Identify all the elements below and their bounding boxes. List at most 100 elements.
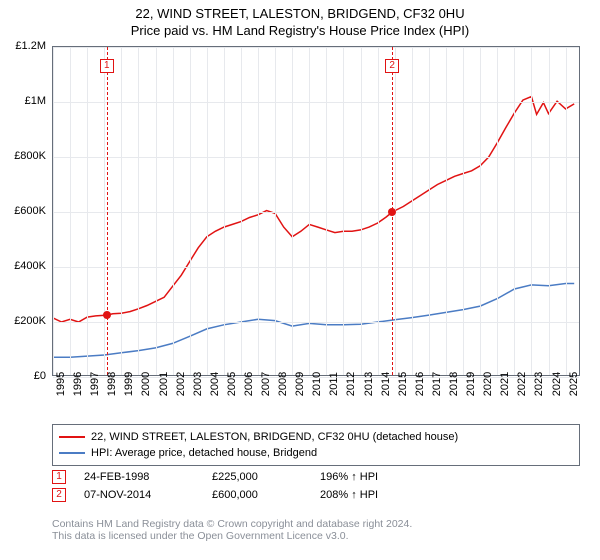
gridline-v — [463, 47, 464, 375]
x-axis-label: 2023 — [533, 372, 545, 396]
annotation-table: 1 24-FEB-1998 £225,000 196% ↑ HPI 2 07-NOV-20… — [52, 468, 378, 504]
gridline-v — [104, 47, 105, 375]
x-axis-label: 2017 — [431, 372, 443, 396]
gridline-v — [224, 47, 225, 375]
gridline-h — [53, 102, 579, 103]
annotation-marker-box: 1 — [52, 470, 66, 484]
marker-box: 2 — [385, 59, 399, 73]
x-axis-label: 2021 — [499, 372, 511, 396]
gridline-v — [138, 47, 139, 375]
gridline-v — [292, 47, 293, 375]
x-axis-label: 2003 — [192, 372, 204, 396]
x-axis-label: 2015 — [397, 372, 409, 396]
x-axis-label: 1998 — [106, 372, 118, 396]
legend-swatch-icon — [59, 452, 85, 454]
x-axis-label: 2024 — [551, 372, 563, 396]
gridline-h — [53, 212, 579, 213]
annotation-price: £600,000 — [212, 489, 302, 501]
legend-label: HPI: Average price, detached house, Brid… — [91, 447, 317, 459]
gridline-v — [514, 47, 515, 375]
y-axis-label: £800K — [0, 150, 46, 162]
annotation-date: 24-FEB-1998 — [84, 471, 194, 483]
x-axis-label: 2020 — [482, 372, 494, 396]
legend-label: 22, WIND STREET, LALESTON, BRIDGEND, CF3… — [91, 431, 458, 443]
x-axis-label: 2007 — [260, 372, 272, 396]
gridline-v — [190, 47, 191, 375]
series-line — [53, 97, 574, 323]
x-axis-label: 2012 — [345, 372, 357, 396]
x-axis-label: 2004 — [209, 372, 221, 396]
marker-line — [107, 47, 108, 375]
chart-title-line1: 22, WIND STREET, LALESTON, BRIDGEND, CF3… — [0, 0, 600, 21]
gridline-v — [497, 47, 498, 375]
annotation-price: £225,000 — [212, 471, 302, 483]
gridline-v — [549, 47, 550, 375]
x-axis-label: 2001 — [158, 372, 170, 396]
annotation-row: 1 24-FEB-1998 £225,000 196% ↑ HPI — [52, 468, 378, 486]
x-axis-label: 2022 — [516, 372, 528, 396]
legend-item: HPI: Average price, detached house, Brid… — [59, 445, 573, 461]
gridline-h — [53, 322, 579, 323]
gridline-v — [53, 47, 54, 375]
gridline-v — [429, 47, 430, 375]
x-axis-label: 1997 — [89, 372, 101, 396]
x-axis-label: 2019 — [465, 372, 477, 396]
annotation-row: 2 07-NOV-2014 £600,000 208% ↑ HPI — [52, 486, 378, 504]
gridline-v — [446, 47, 447, 375]
footer-line2: This data is licensed under the Open Gov… — [52, 530, 412, 542]
x-axis-label: 2005 — [226, 372, 238, 396]
x-axis-label: 1996 — [72, 372, 84, 396]
marker-box: 1 — [100, 59, 114, 73]
legend-item: 22, WIND STREET, LALESTON, BRIDGEND, CF3… — [59, 429, 573, 445]
legend-swatch-icon — [59, 436, 85, 438]
gridline-v — [258, 47, 259, 375]
x-axis-label: 2016 — [414, 372, 426, 396]
y-axis-label: £200K — [0, 315, 46, 327]
footer-text: Contains HM Land Registry data © Crown c… — [52, 518, 412, 542]
chart-title-line2: Price paid vs. HM Land Registry's House … — [0, 21, 600, 38]
x-axis-label: 1995 — [55, 372, 67, 396]
x-axis-label: 2025 — [568, 372, 580, 396]
x-axis-label: 2018 — [448, 372, 460, 396]
plot-area: 12 — [52, 46, 580, 376]
gridline-v — [566, 47, 567, 375]
gridline-v — [275, 47, 276, 375]
x-axis-label: 2006 — [243, 372, 255, 396]
gridline-h — [53, 47, 579, 48]
gridline-v — [361, 47, 362, 375]
annotation-marker-box: 2 — [52, 488, 66, 502]
sale-point-icon — [388, 208, 396, 216]
chart-container: 22, WIND STREET, LALESTON, BRIDGEND, CF3… — [0, 0, 600, 560]
gridline-v — [326, 47, 327, 375]
annotation-delta: 208% ↑ HPI — [320, 489, 378, 501]
gridline-v — [241, 47, 242, 375]
series-line — [53, 284, 574, 358]
x-axis-label: 2014 — [380, 372, 392, 396]
x-axis-label: 2009 — [294, 372, 306, 396]
gridline-v — [412, 47, 413, 375]
gridline-v — [378, 47, 379, 375]
sale-point-icon — [103, 311, 111, 319]
gridline-v — [70, 47, 71, 375]
y-axis-label: £1M — [0, 95, 46, 107]
footer-line1: Contains HM Land Registry data © Crown c… — [52, 518, 412, 530]
legend: 22, WIND STREET, LALESTON, BRIDGEND, CF3… — [52, 424, 580, 466]
gridline-v — [531, 47, 532, 375]
gridline-v — [480, 47, 481, 375]
gridline-v — [121, 47, 122, 375]
gridline-v — [173, 47, 174, 375]
gridline-v — [309, 47, 310, 375]
annotation-date: 07-NOV-2014 — [84, 489, 194, 501]
annotation-delta: 196% ↑ HPI — [320, 471, 378, 483]
y-axis-label: £600K — [0, 205, 46, 217]
gridline-v — [343, 47, 344, 375]
x-axis-label: 1999 — [123, 372, 135, 396]
gridline-v — [87, 47, 88, 375]
x-axis-label: 2000 — [140, 372, 152, 396]
x-axis-label: 2008 — [277, 372, 289, 396]
y-axis-label: £0 — [0, 370, 46, 382]
y-axis-label: £1.2M — [0, 40, 46, 52]
gridline-h — [53, 157, 579, 158]
gridline-v — [207, 47, 208, 375]
x-axis-label: 2002 — [175, 372, 187, 396]
